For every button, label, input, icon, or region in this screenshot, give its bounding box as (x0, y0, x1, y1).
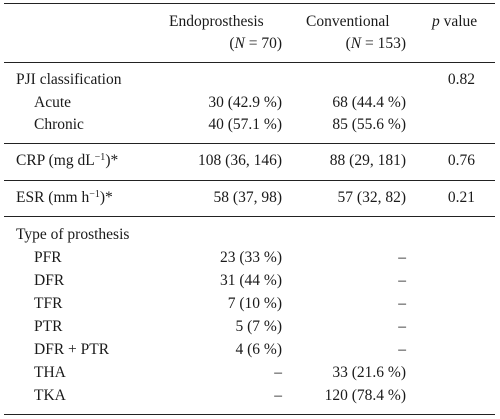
prosthesis-label: Type of prosthesis (16, 226, 130, 243)
header-p-value: p value (432, 13, 478, 30)
pji-row-label: Acute (34, 94, 72, 111)
header-rule (4, 62, 495, 63)
prosthesis-row-label: DFR + PTR (34, 341, 110, 358)
section-rule (4, 216, 495, 217)
header-endoprosthesis-n: (N = 70) (229, 35, 282, 52)
prosthesis-row-conv: 120 (78.4 %) (324, 387, 406, 404)
pji-row-conv: 68 (44.4 %) (332, 94, 406, 111)
prosthesis-row-endo: 7 (10 %) (227, 295, 282, 312)
prosthesis-row-label: THA (34, 364, 66, 381)
top-rule (4, 3, 495, 4)
prosthesis-row-label: PTR (34, 318, 63, 335)
header-conventional: Conventional (306, 13, 390, 30)
esr-label: ESR (mm h−1)* (16, 189, 113, 206)
prosthesis-row-conv: 33 (21.6 %) (332, 364, 406, 381)
esr-endo: 58 (37, 98) (213, 189, 282, 206)
prosthesis-row-conv: – (398, 272, 406, 289)
crp-label: CRP (mg dL−1)* (16, 152, 119, 169)
pji-row-endo: 30 (42.9 %) (208, 94, 282, 111)
prosthesis-row-endo: 5 (7 %) (235, 318, 283, 335)
prosthesis-row-label: PFR (34, 249, 62, 266)
pji-label: PJI classification (16, 71, 122, 88)
bottom-rule (4, 414, 495, 415)
section-rule (4, 143, 495, 144)
prosthesis-row-endo: 31 (44 %) (220, 272, 282, 289)
section-rule (4, 180, 495, 181)
prosthesis-row-endo: – (274, 387, 282, 404)
pji-p-value: 0.82 (447, 71, 475, 88)
prosthesis-row-endo: 4 (6 %) (235, 341, 283, 358)
prosthesis-row-conv: – (398, 249, 406, 266)
header-conventional-n: (N = 153) (345, 35, 406, 52)
prosthesis-row-conv: – (398, 318, 406, 335)
esr-p-value: 0.21 (447, 189, 475, 206)
crp-conv: 88 (29, 181) (329, 152, 406, 169)
esr-conv: 57 (32, 82) (337, 189, 406, 206)
prosthesis-row-label: TFR (34, 295, 63, 312)
prosthesis-row-conv: – (398, 295, 406, 312)
pji-row-endo: 40 (57.1 %) (208, 116, 282, 133)
pji-row-conv: 85 (55.6 %) (332, 116, 406, 133)
prosthesis-row-conv: – (398, 341, 406, 358)
prosthesis-row-endo: 23 (33 %) (220, 249, 282, 266)
pji-row-label: Chronic (34, 116, 84, 133)
crp-endo: 108 (36, 146) (198, 152, 282, 169)
header-endoprosthesis: Endoprosthesis (169, 13, 264, 30)
prosthesis-row-label: TKA (34, 387, 66, 404)
prosthesis-row-label: DFR (34, 272, 65, 289)
prosthesis-row-endo: – (274, 364, 282, 381)
crp-p-value: 0.76 (447, 152, 475, 169)
